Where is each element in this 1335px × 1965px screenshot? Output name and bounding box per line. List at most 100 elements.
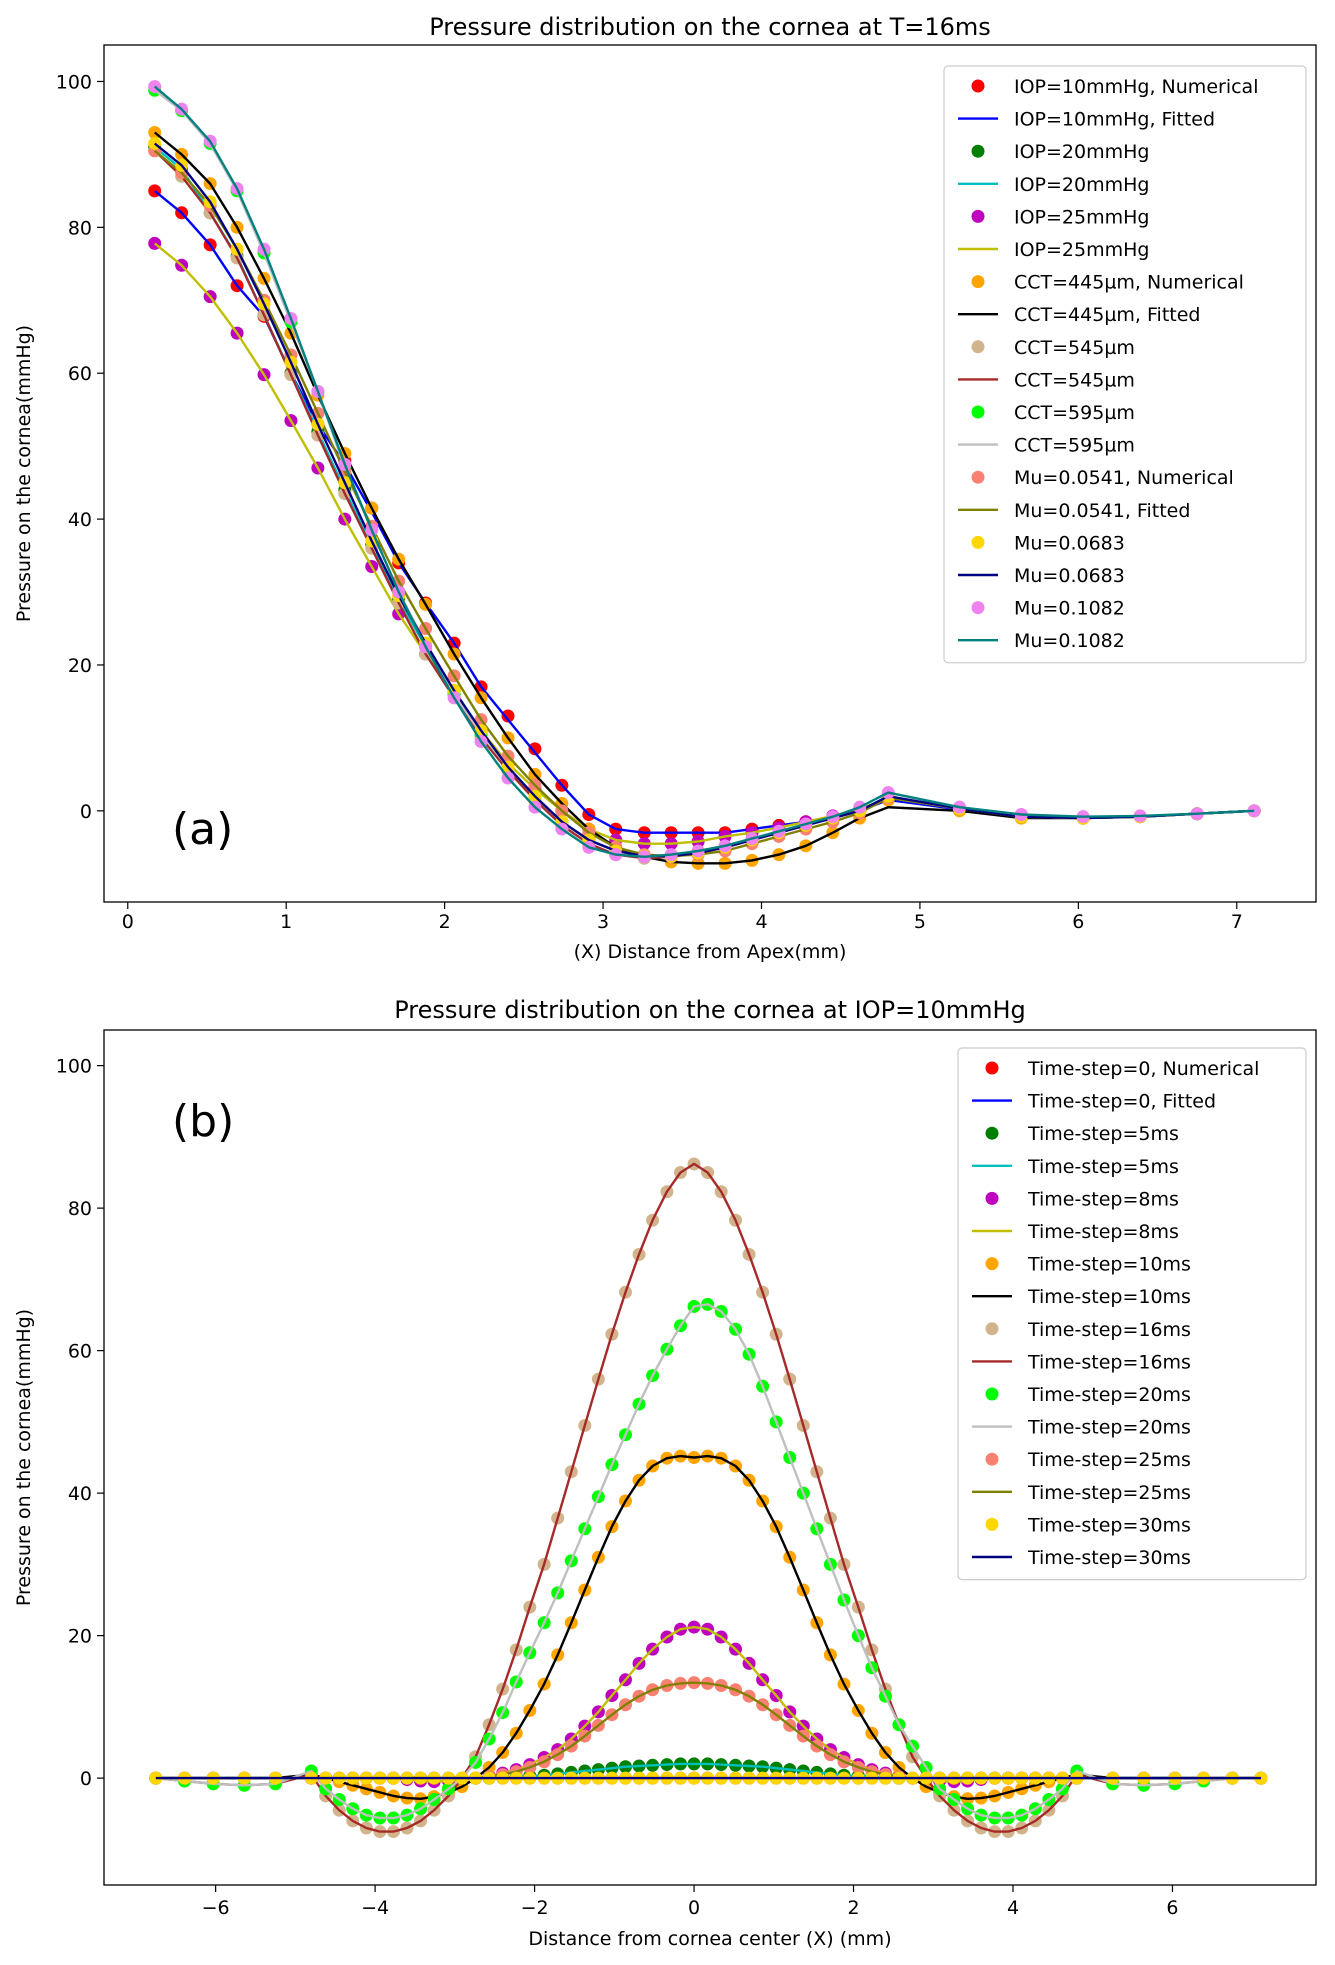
legend-marker: [971, 275, 985, 289]
series-8: [155, 1454, 1261, 1801]
y-tick-label: 60: [68, 363, 92, 385]
legend-marker: [985, 1322, 999, 1336]
legend-marker: [971, 470, 985, 484]
legend-label: Time-step=10ms: [1027, 1286, 1191, 1308]
legend-frame: [943, 65, 1307, 664]
legend-label: Time-step=8ms: [1027, 1188, 1179, 1210]
legend-marker: [971, 601, 985, 615]
legend-label: Mu=0.0541, Numerical: [1014, 467, 1234, 489]
legend-entry: IOP=25mmHg: [971, 206, 1149, 228]
legend-entry: CCT=595µm: [971, 402, 1135, 424]
legend-label: Time-step=0, Numerical: [1027, 1058, 1259, 1080]
series-line: [155, 1162, 1261, 1833]
legend-label: Mu=0.0683: [1014, 532, 1125, 554]
legend-entry: Mu=0.1082: [971, 598, 1125, 620]
x-tick-label: −4: [361, 1897, 389, 1919]
y-axis-label: Pressure on the cornea(mmHg): [13, 325, 35, 622]
legend-marker: [971, 405, 985, 419]
legend-label: IOP=10mmHg, Fitted: [1014, 109, 1215, 131]
series-line: [153, 189, 1255, 834]
legend-label: Time-step=8ms: [1027, 1221, 1179, 1243]
legend-entry: Time-step=10ms: [985, 1254, 1191, 1276]
y-tick-label: 80: [68, 1198, 92, 1220]
legend-label: Mu=0.1082: [1014, 630, 1125, 652]
legend-marker: [971, 79, 985, 93]
legend-entry: Time-step=30ms: [985, 1514, 1191, 1536]
series-16: [153, 142, 1255, 858]
legend: Time-step=0, Numerical Time-step=0, Fitte…: [957, 1047, 1307, 1581]
legend-label: Mu=0.1082: [1014, 598, 1125, 620]
legend-entry: Mu=0.0541, Numerical: [971, 467, 1234, 489]
plot-area: [149, 1157, 1268, 1839]
legend-entry: Time-step=25ms: [985, 1449, 1191, 1471]
legend-label: Time-step=10ms: [1027, 1254, 1191, 1276]
legend-label: CCT=445µm, Fitted: [1014, 304, 1200, 326]
x-tick-label: 5: [914, 911, 926, 933]
chart-panel-1: Pressure distribution on the cornea at T…: [13, 13, 1317, 963]
series-2: [153, 189, 1255, 834]
y-tick-label: 20: [68, 655, 92, 677]
legend-label: IOP=10mmHg, Numerical: [1014, 76, 1258, 98]
legend-marker: [985, 1061, 999, 1075]
x-tick-label: −2: [521, 1897, 549, 1919]
series-line: [153, 142, 1255, 858]
legend-entry: Time-step=25ms: [972, 1482, 1191, 1504]
legend-label: Time-step=30ms: [1027, 1547, 1191, 1569]
legend-label: Time-step=0, Fitted: [1027, 1091, 1216, 1113]
legend-entry: CCT=595µm: [958, 435, 1135, 457]
legend-marker: [985, 1517, 999, 1531]
chart-title: Pressure distribution on the cornea at T…: [429, 13, 991, 41]
legend-entry: CCT=545µm: [958, 369, 1135, 391]
legend-entry: IOP=10mmHg, Fitted: [958, 109, 1215, 131]
legend-marker: [985, 1387, 999, 1401]
legend-marker: [971, 209, 985, 223]
x-tick-label: −6: [202, 1897, 230, 1919]
legend-label: IOP=20mmHg: [1014, 141, 1149, 163]
x-axis-label: (X) Distance from Apex(mm): [574, 941, 847, 963]
legend-entry: IOP=25mmHg: [958, 239, 1149, 261]
legend-entry: Time-step=20ms: [985, 1384, 1191, 1406]
legend-entry: CCT=445µm, Fitted: [958, 304, 1200, 326]
series-line: [153, 85, 1255, 858]
x-tick-label: 3: [597, 911, 609, 933]
legend-label: IOP=25mmHg: [1014, 239, 1149, 261]
legend-entry: Time-step=0, Numerical: [985, 1058, 1259, 1080]
legend-label: CCT=445µm, Numerical: [1014, 272, 1244, 294]
legend-entry: Mu=0.0683: [958, 565, 1125, 587]
legend-label: IOP=20mmHg: [1014, 174, 1149, 196]
legend-entry: Time-step=10ms: [972, 1286, 1191, 1308]
legend-entry: Time-step=8ms: [985, 1188, 1179, 1210]
legend-label: Time-step=25ms: [1027, 1449, 1191, 1471]
data-point: [528, 742, 542, 756]
legend-entry: Time-step=20ms: [972, 1417, 1191, 1439]
series-line: [155, 1454, 1261, 1801]
x-axis-label: Distance from cornea center (X) (mm): [528, 1928, 891, 1950]
series-12: [155, 1303, 1261, 1820]
legend-marker: [985, 1452, 999, 1466]
legend-label: Time-step=20ms: [1027, 1384, 1191, 1406]
legend-label: CCT=595µm: [1014, 402, 1135, 424]
legend-label: Time-step=25ms: [1027, 1482, 1191, 1504]
x-tick-label: 2: [847, 1897, 859, 1919]
x-tick-label: 2: [439, 911, 451, 933]
series-line: [155, 1303, 1261, 1820]
x-tick-label: 7: [1231, 911, 1243, 933]
legend-entry: Time-step=8ms: [972, 1221, 1179, 1243]
series-8: [153, 131, 1255, 865]
panel-label: (a): [172, 804, 233, 855]
legend-entry: Time-step=16ms: [972, 1351, 1191, 1373]
plot-area: [148, 80, 1261, 870]
legend-entry: CCT=445µm, Numerical: [971, 272, 1244, 294]
legend-marker: [985, 1126, 999, 1140]
x-tick-label: 0: [122, 911, 134, 933]
legend: IOP=10mmHg, Numerical IOP=10mmHg, Fitted I…: [943, 65, 1307, 664]
y-tick-label: 0: [80, 801, 92, 823]
y-tick-label: 80: [68, 217, 92, 239]
y-tick-label: 0: [80, 1768, 92, 1790]
legend-marker: [985, 1191, 999, 1205]
legend-entry: Time-step=5ms: [985, 1123, 1179, 1145]
legend-label: CCT=545µm: [1014, 337, 1135, 359]
legend-entry: IOP=20mmHg: [971, 141, 1149, 163]
legend-label: CCT=595µm: [1014, 435, 1135, 457]
legend-marker: [971, 340, 985, 354]
